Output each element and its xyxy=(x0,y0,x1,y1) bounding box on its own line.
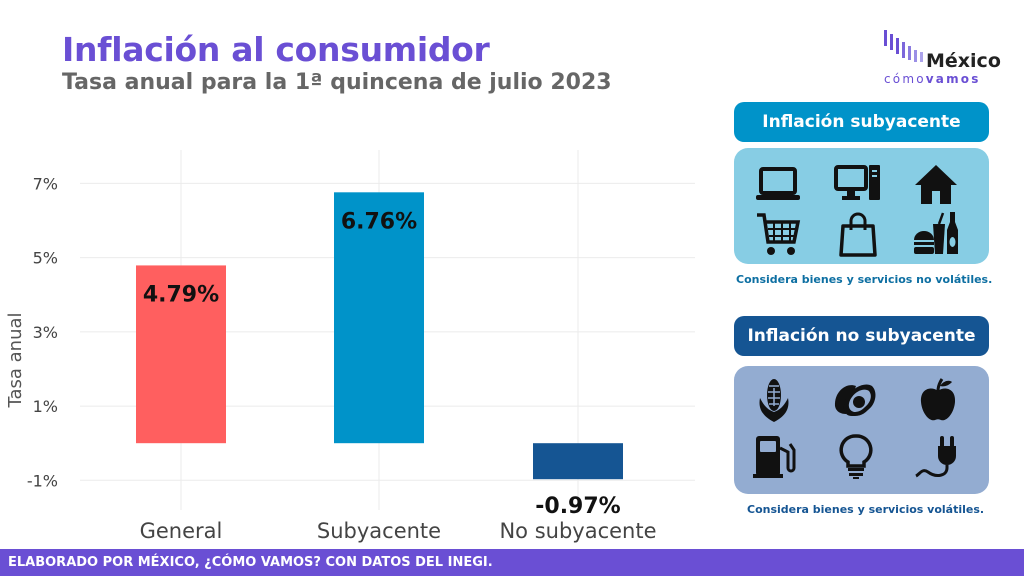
logo-bars-icon xyxy=(884,30,923,62)
bar-general xyxy=(136,265,226,444)
noncore-inflation-note: Considera bienes y servicios volátiles. xyxy=(747,503,985,516)
fuel-pump-icon xyxy=(753,436,796,478)
data-label: 6.76% xyxy=(341,209,417,234)
desktop-computer-icon xyxy=(834,165,880,200)
x-tick-label: General xyxy=(140,519,223,543)
fast-food-icon xyxy=(914,212,958,254)
source-footer: ELABORADO POR MÉXICO, ¿CÓMO VAMOS? CON D… xyxy=(0,549,1024,576)
shopping-bag-icon xyxy=(839,212,877,257)
electric-plug-icon xyxy=(915,436,956,478)
logo-tagline: cómovamos xyxy=(884,72,981,86)
y-tick-label: -1% xyxy=(27,471,58,490)
noncore-inflation-icons xyxy=(734,366,989,494)
page-subtitle: Tasa anual para la 1ª quincena de julio … xyxy=(62,70,612,95)
shopping-cart-icon xyxy=(757,213,801,255)
core-inflation-icons xyxy=(734,148,989,264)
data-label: -0.97% xyxy=(535,494,620,519)
y-tick-label: 7% xyxy=(33,174,58,193)
house-icon xyxy=(915,165,957,204)
data-label: 4.79% xyxy=(143,282,219,307)
y-tick-label: 5% xyxy=(33,249,58,268)
noncore-inflation-header: Inflación no subyacente xyxy=(734,316,989,356)
core-inflation-header: Inflación subyacente xyxy=(734,102,989,142)
bar-subyacente xyxy=(334,192,424,444)
bar-no-subyacente xyxy=(533,443,623,480)
y-axis-label: Tasa anual xyxy=(5,312,26,408)
logo: México cómovamos xyxy=(882,28,1012,88)
page-title: Inflación al consumidor xyxy=(62,30,490,69)
logo-tagline-bold: vamos xyxy=(925,72,981,86)
light-bulb-icon xyxy=(839,434,873,479)
y-tick-label: 3% xyxy=(33,323,58,342)
logo-tagline-light: cómo xyxy=(884,72,926,86)
chart-labels: -1% 1% 3% 5% 7% 4.79% General 6.76% Subyacente -0… xyxy=(27,174,657,543)
bar-chart: -1% 1% 3% 5% 7% 4.79% General 6.76% Subyacente -0… xyxy=(5,150,695,543)
core-inflation-note: Considera bienes y servicios no volátile… xyxy=(736,273,993,286)
noncore-inflation-title: Inflación no subyacente xyxy=(747,326,976,346)
x-tick-label: Subyacente xyxy=(317,519,441,543)
corn-icon xyxy=(759,379,789,422)
y-tick-label: 1% xyxy=(33,397,58,416)
avocado-icon xyxy=(834,384,876,416)
logo-word: México xyxy=(926,50,1001,72)
core-inflation-title: Inflación subyacente xyxy=(762,112,961,132)
apple-icon xyxy=(920,378,956,421)
x-tick-label: No subyacente xyxy=(499,519,656,543)
chart-bars xyxy=(136,192,623,480)
laptop-icon xyxy=(756,167,800,200)
